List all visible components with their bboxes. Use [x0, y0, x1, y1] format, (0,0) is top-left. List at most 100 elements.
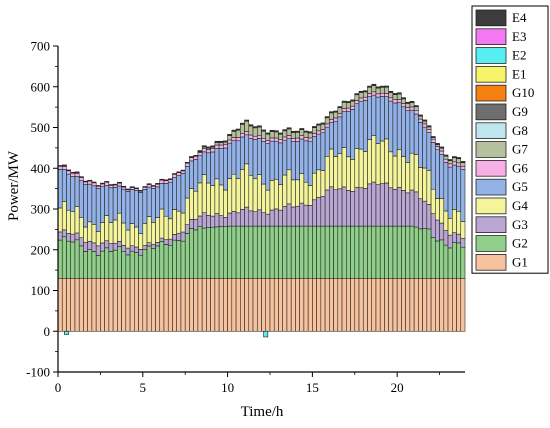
- legend-label-G3: G3: [512, 217, 528, 232]
- bar-G5-52: [278, 143, 282, 185]
- bar-G3-45: [249, 211, 253, 226]
- bar-E4-90: [440, 147, 444, 148]
- bar-G3-29: [181, 232, 185, 241]
- bar-G4-20: [143, 223, 147, 245]
- bar-G4-18: [134, 227, 138, 247]
- bar-G5-12: [109, 188, 113, 223]
- bar-G1-55: [291, 278, 295, 331]
- bar-G2-9: [96, 255, 100, 278]
- bar-E4-68: [346, 101, 350, 102]
- bar-G6-58: [304, 138, 308, 141]
- bar-G1-8: [92, 278, 96, 331]
- bar-G1-63: [325, 278, 329, 331]
- bar-E4-56: [295, 131, 299, 132]
- legend-swatch-G3: [476, 217, 506, 233]
- bar-G6-80: [397, 99, 401, 102]
- bar-E4-46: [253, 127, 257, 128]
- bar-G5-36: [211, 152, 215, 186]
- bar-G5-2: [66, 174, 70, 210]
- bar-G4-58: [304, 182, 308, 205]
- bar-G5-90: [440, 154, 444, 198]
- bar-G6-93: [452, 162, 456, 165]
- bar-G6-21: [147, 185, 151, 188]
- bar-G2-2: [66, 241, 70, 278]
- bar-G3-5: [79, 238, 83, 246]
- bar-G1-24: [160, 278, 164, 331]
- bar-G5-6: [83, 185, 87, 227]
- bar-G2-31: [189, 228, 193, 278]
- bar-G4-68: [346, 157, 350, 191]
- bar-G3-39: [223, 217, 227, 226]
- bar-E4-91: [444, 155, 448, 156]
- bar-G7-38: [219, 142, 223, 145]
- bar-G6-86: [423, 124, 427, 127]
- bar-G3-83: [410, 190, 414, 226]
- bar-G4-92: [448, 218, 452, 235]
- bar-G7-87: [427, 127, 431, 129]
- bar-G1-16: [126, 278, 130, 331]
- bar-G2-23: [156, 246, 160, 278]
- bar-G4-47: [257, 175, 261, 210]
- bar-G2-53: [283, 226, 287, 278]
- bar-G3-68: [346, 190, 350, 226]
- bar-G5-83: [410, 110, 414, 153]
- bar-G2-12: [109, 251, 113, 278]
- bar-G2-74: [372, 226, 376, 278]
- bar-G1-91: [444, 278, 448, 331]
- bar-G4-35: [206, 183, 210, 215]
- legend-swatch-E4: [476, 10, 506, 26]
- bar-G5-88: [431, 142, 435, 189]
- bar-G6-69: [351, 106, 355, 109]
- bar-G5-64: [329, 123, 333, 149]
- legend-swatch-G2: [476, 236, 506, 252]
- x-tick-label-3: 15: [306, 380, 319, 395]
- bar-G5-25: [164, 183, 168, 216]
- bar-G1-30: [185, 278, 189, 331]
- bar-G1-93: [452, 278, 456, 331]
- bar-E4-31: [189, 156, 193, 157]
- bar-G4-95: [461, 222, 465, 239]
- bar-G3-34: [202, 213, 206, 228]
- bar-E4-24: [160, 179, 164, 180]
- bar-G5-92: [448, 167, 452, 218]
- bar-G3-1: [62, 230, 66, 237]
- y-tick-label-1: 0: [44, 324, 51, 339]
- bar-E4-41: [232, 130, 236, 131]
- bar-G4-69: [351, 159, 355, 191]
- legend-swatch-G5: [476, 179, 506, 195]
- bar-G4-87: [427, 171, 431, 205]
- bar-G2-3: [71, 242, 75, 278]
- bar-G3-60: [312, 200, 316, 226]
- bar-G1-44: [245, 278, 249, 331]
- bar-G6-71: [359, 98, 363, 101]
- bar-E4-51: [274, 131, 278, 132]
- bar-G6-63: [325, 124, 329, 127]
- bar-G7-53: [283, 131, 287, 137]
- bar-G5-73: [367, 97, 371, 140]
- bar-G3-76: [380, 184, 384, 226]
- legend-swatch-E2: [476, 48, 506, 64]
- bar-G4-57: [300, 174, 304, 203]
- y-tick-label-5: 400: [31, 161, 51, 176]
- bar-G6-36: [211, 149, 215, 152]
- bar-G4-89: [435, 199, 439, 220]
- bar-G2-78: [389, 226, 393, 278]
- bar-G2-43: [240, 226, 244, 278]
- bar-G6-73: [367, 93, 371, 96]
- bar-G2-81: [401, 226, 405, 278]
- bar-G7-68: [346, 103, 350, 108]
- bar-G3-36: [211, 216, 215, 227]
- bar-E4-43: [240, 123, 244, 124]
- bar-G3-70: [355, 188, 359, 227]
- bar-G3-44: [245, 207, 249, 226]
- bar-G2-58: [304, 226, 308, 278]
- bar-G3-88: [431, 214, 435, 238]
- bar-G7-48: [262, 131, 266, 138]
- bar-G6-23: [156, 184, 160, 187]
- legend-swatch-G4: [476, 198, 506, 214]
- bar-G7-75: [376, 88, 380, 94]
- bar-G4-85: [418, 168, 422, 199]
- bar-G4-41: [232, 174, 236, 211]
- bar-G2-61: [317, 226, 321, 278]
- bar-G4-64: [329, 149, 333, 187]
